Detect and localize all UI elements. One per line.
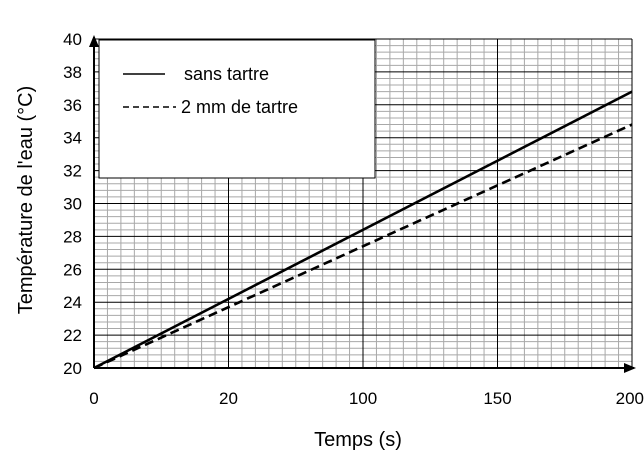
- y-tick-label: 34: [63, 129, 82, 148]
- legend: sans tartre 2 mm de tartre: [98, 39, 376, 179]
- y-tick-label: 20: [63, 359, 82, 378]
- tick-labels: 20 22 24 26 28 30 32 34 36 38 40 0 20 100 150 200: [63, 30, 644, 408]
- legend-box: [98, 39, 376, 179]
- y-tick-label: 26: [63, 260, 82, 279]
- x-axis-arrow: [624, 363, 636, 373]
- series-line-0: [93, 90, 633, 370]
- y-axis-title: Température de l'eau (°C): [15, 86, 37, 315]
- x-tick-label: 200: [616, 389, 644, 408]
- x-tick-label: 150: [483, 389, 511, 408]
- y-tick-label: 30: [63, 195, 82, 214]
- y-tick-label: 22: [63, 326, 82, 345]
- y-axis-arrow: [89, 35, 99, 47]
- axes: [89, 35, 636, 373]
- series-layer: [93, 90, 633, 370]
- y-tick-label: 36: [63, 96, 82, 115]
- y-tick-label: 40: [63, 30, 82, 49]
- series-line-1: [93, 123, 633, 370]
- y-tick-label: 24: [63, 293, 82, 312]
- y-tick-label: 38: [63, 63, 82, 82]
- x-tick-label: 0: [89, 389, 98, 408]
- y-tick-label: 28: [63, 227, 82, 246]
- legend-label-2mm-tartre: 2 mm de tartre: [181, 97, 298, 117]
- x-tick-label: 20: [219, 389, 238, 408]
- x-axis-title: Temps (s): [314, 429, 402, 451]
- x-tick-label: 100: [349, 389, 377, 408]
- legend-label-sans-tartre: sans tartre: [184, 64, 269, 84]
- y-tick-label: 32: [63, 162, 82, 181]
